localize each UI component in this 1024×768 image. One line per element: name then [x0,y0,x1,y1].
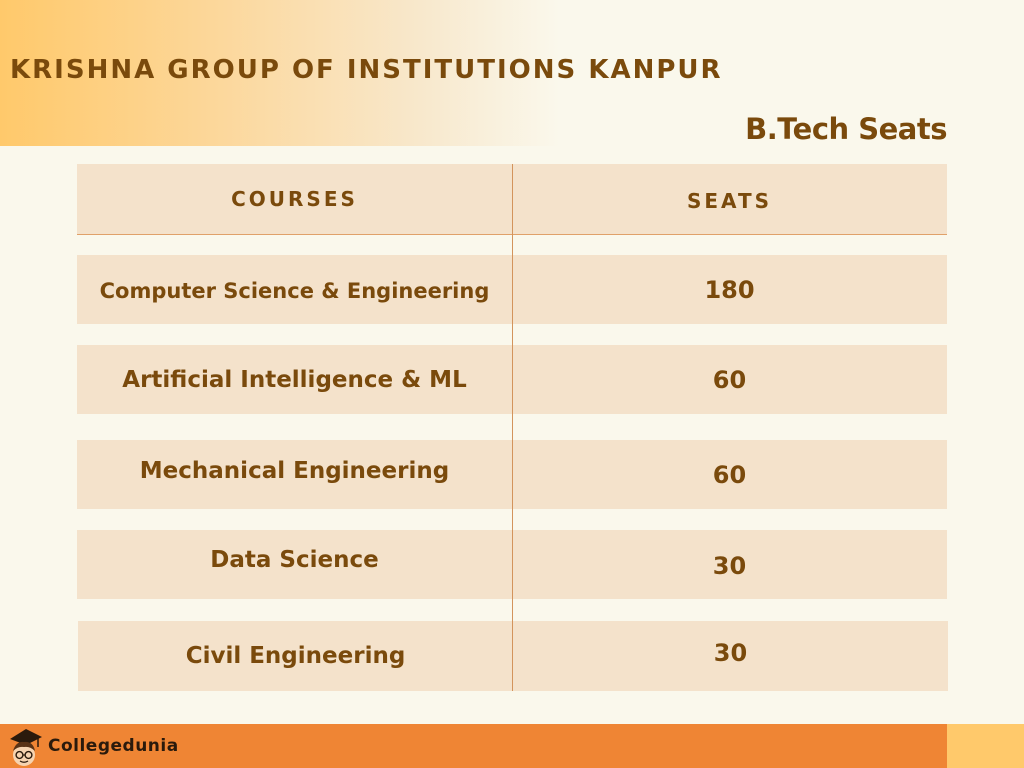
seat-count: 60 [712,460,747,489]
table-row: Civil Engineering 30 [78,621,948,691]
course-name: Artificial Intelligence & ML [122,366,467,393]
seat-count: 30 [713,639,748,667]
seat-count: 180 [704,275,755,304]
course-name: Civil Engineering [185,643,406,669]
collegedunia-mascot-icon [10,729,42,766]
footer-bar [0,724,947,768]
course-name: Data Science [210,546,379,573]
institution-title: KRISHNA GROUP OF INSTITUTIONS KANPUR [10,55,723,85]
page-subtitle: B.Tech Seats [745,112,947,146]
column-divider [512,164,513,691]
brand-name: Collegedunia [48,736,179,756]
column-header-courses: COURSES [231,187,358,211]
course-name: Computer Science & Engineering [99,278,490,303]
header-gradient-band [0,0,560,146]
seat-count: 30 [712,551,747,580]
column-header-seats: SEATS [686,189,773,213]
seats-table: COURSES SEATS Computer Science & Enginee… [77,164,948,691]
seat-count: 60 [712,365,747,394]
footer-accent-block [947,724,1024,768]
course-name: Mechanical Engineering [139,457,450,484]
